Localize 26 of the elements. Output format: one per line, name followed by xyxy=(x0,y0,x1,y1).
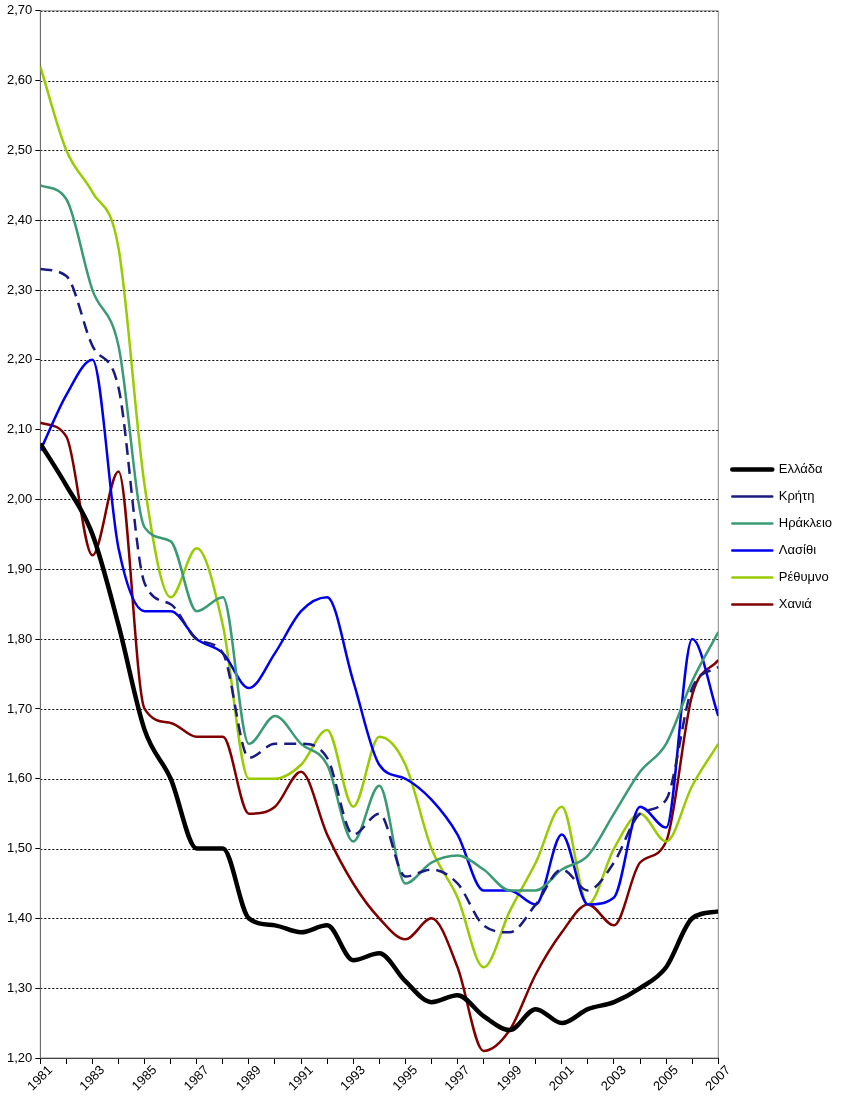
legend-label: Κρήτη xyxy=(778,488,815,504)
y-tick-label: 1,60 xyxy=(6,770,33,786)
legend-label: Χανιά xyxy=(778,596,813,612)
y-tick-label: 2,50 xyxy=(6,142,33,157)
legend-label: Λασίθι xyxy=(778,542,817,558)
y-tick-label: 2,30 xyxy=(6,281,33,297)
legend-label: Ελλάδα xyxy=(778,461,824,477)
y-tick-label: 1,40 xyxy=(6,909,33,925)
y-tick-label: 1,70 xyxy=(6,700,33,716)
y-tick-label: 1,30 xyxy=(6,979,33,995)
line-series xyxy=(40,358,719,906)
y-tick-label: 1,50 xyxy=(6,840,33,856)
y-tick-label: 2,10 xyxy=(6,421,33,437)
y-tick-label: 2,20 xyxy=(6,351,33,367)
y-tick-label: 2,70 xyxy=(6,2,33,18)
y-tick-label: 2,40 xyxy=(6,211,33,227)
line-series xyxy=(40,184,719,892)
line-series xyxy=(40,267,719,934)
legend-label: Ηράκλειο xyxy=(778,515,833,531)
legend-label: Ρέθυμνο xyxy=(778,569,829,585)
y-tick-label: 1,90 xyxy=(6,560,33,576)
y-tick-label: 1,20 xyxy=(6,1049,33,1065)
line-series xyxy=(40,65,719,969)
y-tick-label: 2,60 xyxy=(6,72,33,88)
y-tick-label: 2,00 xyxy=(6,491,33,507)
y-tick-label: 1,80 xyxy=(6,630,33,646)
